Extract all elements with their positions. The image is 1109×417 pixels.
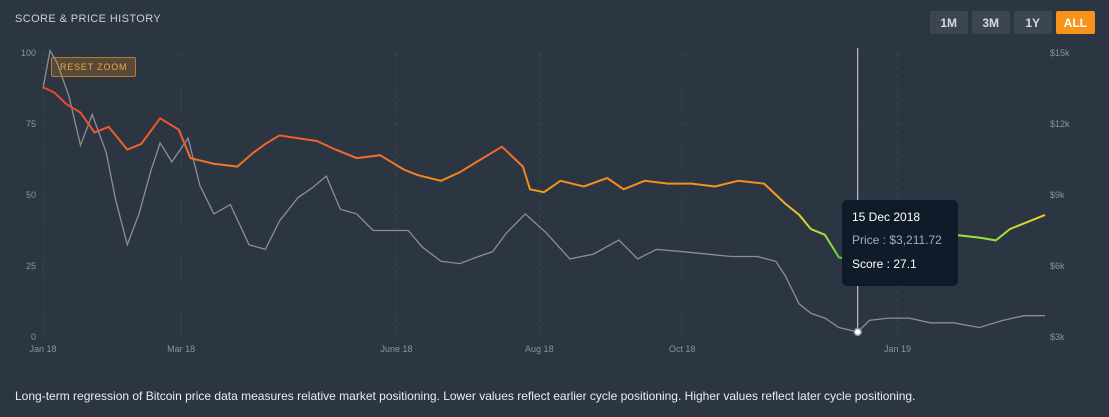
price-axis: $3k $6k $9k $12k $15k bbox=[1050, 48, 1070, 342]
reset-zoom-button[interactable]: RESET ZOOM bbox=[51, 57, 137, 77]
score-tick-label: 75 bbox=[26, 119, 36, 129]
score-tick-label: 0 bbox=[31, 332, 36, 342]
chart-description: Long-term regression of Bitcoin price da… bbox=[15, 389, 916, 403]
tooltip-price: Price : $3,211.72 bbox=[852, 233, 942, 247]
chart-tooltip: 15 Dec 2018 Price : $3,211.72 Score : 27… bbox=[842, 200, 958, 286]
price-tick-label: $15k bbox=[1050, 48, 1070, 58]
price-tick-label: $6k bbox=[1050, 261, 1065, 271]
range-1y-button[interactable]: 1Y bbox=[1013, 11, 1052, 34]
date-tick-label: Jan 18 bbox=[29, 344, 56, 354]
date-axis: Jan 18 Mar 18 June 18 Aug 18 Oct 18 Jan 19 bbox=[29, 344, 911, 354]
price-tick-label: $9k bbox=[1050, 190, 1065, 200]
score-price-chart[interactable]: 0 25 50 75 100 $3k $6k $9k $12k $15k Jan 18 Mar 1… bbox=[0, 0, 1109, 380]
date-tick-label: Mar 18 bbox=[167, 344, 195, 354]
price-tick-label: $12k bbox=[1050, 119, 1070, 129]
tooltip-score: Score : 27.1 bbox=[852, 257, 917, 271]
date-tick-label: Aug 18 bbox=[525, 344, 554, 354]
range-all-button[interactable]: ALL bbox=[1055, 11, 1095, 34]
date-tick-label: Oct 18 bbox=[669, 344, 696, 354]
range-1m-button[interactable]: 1M bbox=[929, 11, 968, 34]
chart-title: SCORE & PRICE HISTORY bbox=[15, 13, 162, 25]
score-tick-label: 25 bbox=[26, 261, 36, 271]
range-3m-button[interactable]: 3M bbox=[971, 11, 1010, 34]
date-tick-label: June 18 bbox=[380, 344, 412, 354]
price-line bbox=[42, 48, 1045, 333]
tooltip-date: 15 Dec 2018 bbox=[852, 210, 921, 224]
date-tick-label: Jan 19 bbox=[884, 344, 911, 354]
score-tick-label: 100 bbox=[21, 48, 36, 58]
price-point-marker bbox=[853, 327, 862, 337]
time-range-selector: 1M 3M 1Y ALL bbox=[929, 11, 1095, 34]
score-tick-label: 50 bbox=[26, 190, 36, 200]
price-tick-label: $3k bbox=[1050, 332, 1065, 342]
score-axis: 0 25 50 75 100 bbox=[21, 48, 36, 342]
chart-gridlines bbox=[42, 52, 1045, 338]
